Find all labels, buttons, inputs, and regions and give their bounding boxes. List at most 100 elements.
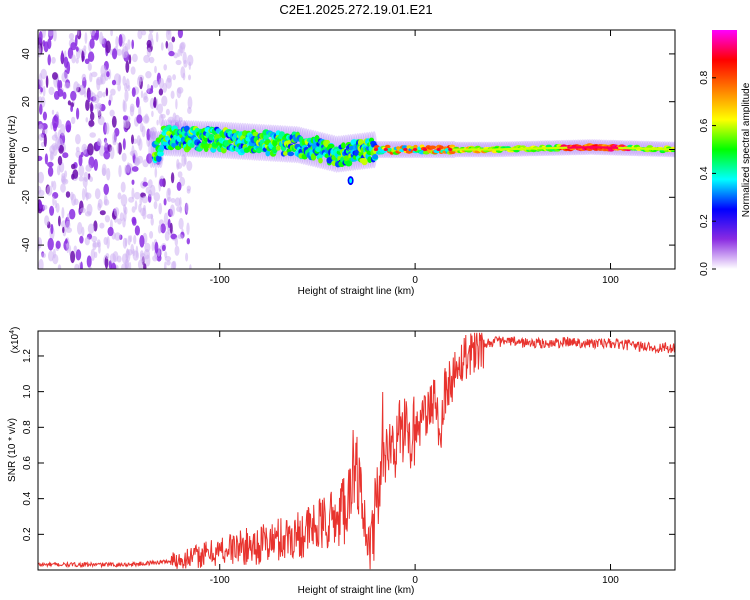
noise-blob (188, 74, 191, 81)
noise-blob (71, 54, 76, 64)
noise-blob (128, 196, 135, 203)
noise-blob (62, 91, 67, 100)
noise-blob (100, 64, 107, 77)
band-cell (413, 144, 418, 149)
band-cell (327, 143, 335, 149)
noise-blob (105, 87, 109, 97)
noise-blob (71, 163, 76, 170)
noise-blob (57, 264, 62, 269)
colorbar-tick-label: 0.2 (699, 214, 710, 228)
noise-blob (70, 250, 76, 264)
band-cell (278, 131, 285, 138)
noise-blob (47, 237, 54, 251)
noise-blob (134, 225, 140, 236)
noise-blob (51, 109, 55, 115)
noise-blob (184, 156, 187, 165)
noise-blob (145, 71, 152, 79)
noise-blob (131, 206, 136, 213)
noise-blob (114, 232, 121, 241)
noise-blob (75, 46, 79, 52)
noise-blob (98, 145, 106, 157)
noise-blob (38, 171, 44, 184)
noise-blob (84, 58, 90, 65)
noise-blob (158, 202, 162, 215)
noise-blob (131, 39, 134, 50)
noise-blob (66, 242, 70, 254)
noise-blob (127, 39, 131, 50)
noise-blob (121, 152, 127, 162)
noise-blob (177, 49, 181, 58)
noise-blob (47, 161, 54, 168)
noise-blob (141, 195, 148, 204)
noise-blob (42, 204, 48, 210)
noise-blob (89, 38, 95, 49)
band-cell (272, 139, 278, 147)
noise-blob (122, 75, 126, 86)
noise-blob (105, 122, 110, 135)
noise-blob (81, 50, 84, 63)
noise-blob (79, 207, 86, 214)
noise-blob (102, 91, 106, 98)
noise-blob (124, 89, 129, 102)
heatmap-y-label: Frequency (Hz) (7, 116, 18, 185)
noise-blob (182, 51, 187, 64)
noise-blob (52, 115, 59, 129)
noise-blob (164, 231, 170, 242)
colorbar-tick-label: 0.8 (699, 70, 710, 84)
noise-blob (66, 213, 70, 221)
noise-blob (41, 252, 46, 259)
noise-blob (50, 152, 55, 160)
isolated-spot-core (349, 178, 352, 184)
noise-blob (57, 79, 61, 92)
noise-blob (81, 188, 86, 201)
noise-blob (89, 176, 93, 182)
noise-blob (80, 261, 83, 269)
noise-blob (118, 165, 122, 178)
noise-blob (42, 111, 48, 121)
noise-blob (62, 226, 65, 234)
noise-blob (182, 72, 186, 81)
noise-blob (146, 39, 152, 48)
noise-blob (132, 250, 139, 261)
noise-blob (65, 124, 71, 133)
noise-blob (96, 76, 103, 86)
noise-blob (99, 222, 105, 229)
noise-blob (44, 153, 49, 165)
y-tick-label: 1.0 (22, 384, 33, 398)
noise-blob (64, 170, 68, 179)
noise-blob (137, 30, 143, 40)
noise-blob (105, 253, 110, 260)
band-cell (372, 154, 379, 160)
y-tick-label: -20 (21, 190, 32, 205)
snr-scale-label: (x104) (9, 327, 21, 354)
band-cell (157, 151, 164, 157)
noise-blob (43, 134, 47, 147)
noise-blob (185, 252, 189, 262)
noise-blob (189, 264, 192, 269)
noise-blob (39, 103, 43, 115)
noise-blob (187, 96, 193, 110)
noise-blob (122, 217, 126, 228)
noise-blob (129, 150, 136, 156)
noise-blob (48, 30, 54, 37)
noise-blob (180, 41, 186, 50)
noise-blob (49, 205, 55, 216)
noise-blob (163, 198, 167, 206)
noise-blob (85, 192, 89, 201)
y-tick-label: 0.8 (22, 420, 33, 434)
noise-blob (78, 164, 85, 177)
noise-blob (38, 73, 43, 86)
noise-blob (70, 90, 77, 101)
noise-blob (109, 109, 115, 117)
band-peak (403, 148, 408, 151)
noise-blob (45, 75, 49, 88)
band-cell (361, 158, 368, 166)
y-tick-label: 0 (21, 146, 32, 152)
noise-blob (160, 223, 166, 234)
noise-blob (93, 94, 100, 104)
noise-blob (136, 135, 141, 146)
snr-frame (37, 330, 676, 571)
noise-blob (110, 88, 116, 96)
heatmap-panel: -100 0 100 -40 -20 0 20 40 Height of straight l… (7, 29, 676, 297)
